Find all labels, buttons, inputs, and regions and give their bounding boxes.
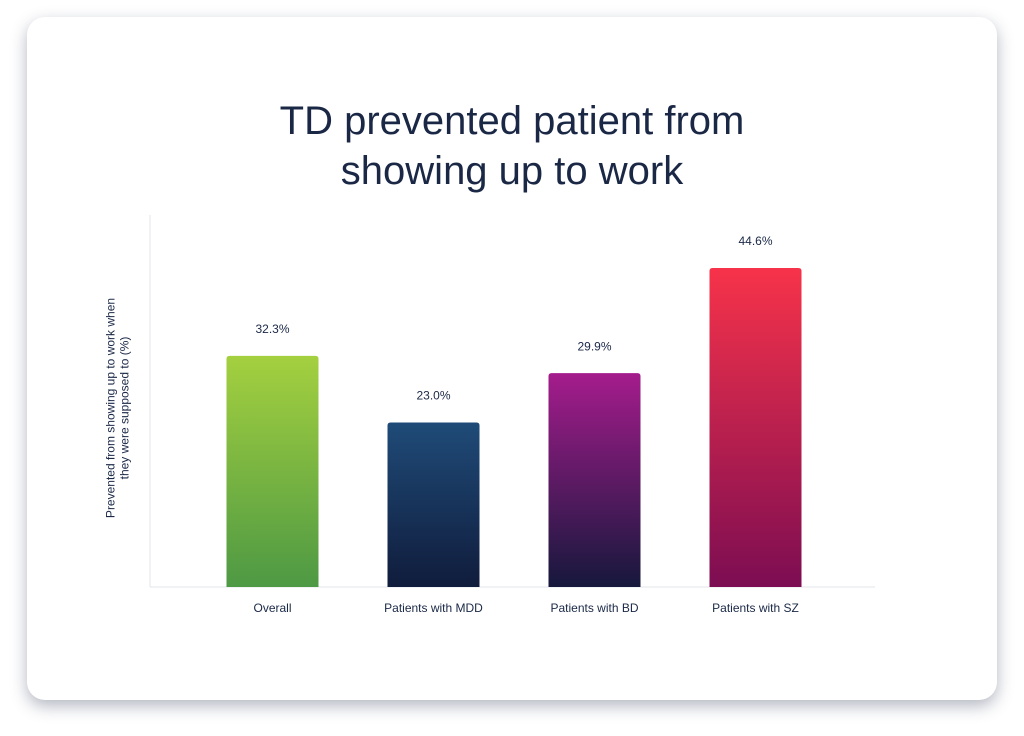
value-label: 44.6%	[738, 234, 772, 248]
bar	[548, 373, 641, 587]
x-tick-label: Patients with SZ	[712, 601, 799, 615]
x-tick-label: Patients with BD	[550, 601, 638, 615]
y-axis-label: Prevented from showing up to work when t…	[103, 297, 132, 519]
bar	[709, 267, 802, 587]
card	[27, 17, 997, 700]
bar	[226, 355, 319, 587]
value-label: 32.3%	[255, 322, 289, 336]
x-tick-label: Patients with MDD	[384, 601, 483, 615]
value-label: 29.9%	[577, 339, 611, 353]
x-tick-label: Overall	[253, 601, 291, 615]
chart-title: TD prevented patient from showing up to …	[279, 99, 745, 193]
value-label: 23.0%	[416, 389, 450, 403]
bar	[387, 422, 480, 587]
